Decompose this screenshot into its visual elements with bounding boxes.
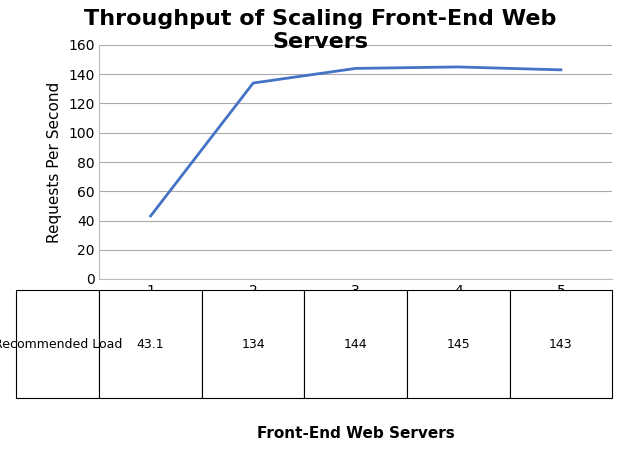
Bar bbox=[407, 290, 510, 398]
Text: 144: 144 bbox=[344, 338, 367, 351]
Text: 43.1: 43.1 bbox=[137, 338, 165, 351]
Text: 145: 145 bbox=[446, 338, 470, 351]
Bar bbox=[304, 290, 407, 398]
Bar bbox=[99, 290, 202, 398]
Bar bbox=[510, 290, 612, 398]
Bar bbox=[16, 290, 99, 398]
Text: Throughput of Scaling Front-End Web
Servers: Throughput of Scaling Front-End Web Serv… bbox=[85, 9, 556, 52]
Text: Front-End Web Servers: Front-End Web Servers bbox=[257, 426, 454, 441]
Text: 134: 134 bbox=[242, 338, 265, 351]
Y-axis label: Requests Per Second: Requests Per Second bbox=[47, 81, 62, 243]
Bar bbox=[202, 290, 304, 398]
Text: Recommended Load: Recommended Load bbox=[0, 338, 122, 351]
Text: 143: 143 bbox=[549, 338, 572, 351]
